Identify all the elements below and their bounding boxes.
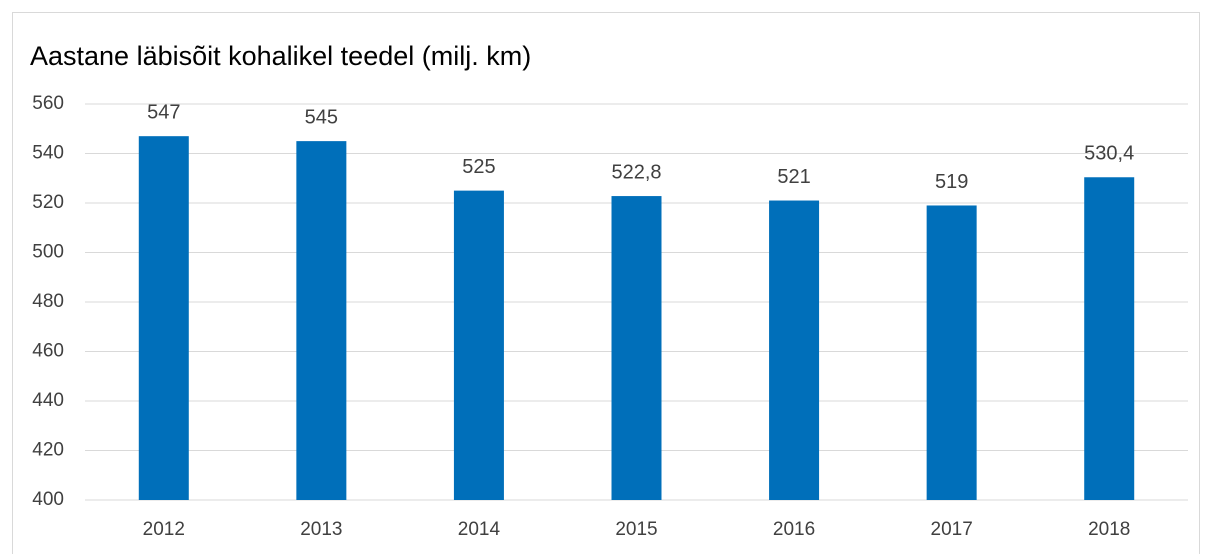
x-tick-label: 2016 bbox=[773, 519, 815, 540]
bar bbox=[611, 196, 662, 500]
data-label: 547 bbox=[147, 101, 180, 123]
data-label: 519 bbox=[935, 171, 968, 193]
y-tick-label: 480 bbox=[32, 291, 64, 312]
y-tick-label: 560 bbox=[32, 93, 64, 114]
y-tick-label: 500 bbox=[32, 242, 64, 263]
y-tick-label: 520 bbox=[32, 192, 64, 213]
y-tick-label: 420 bbox=[32, 440, 64, 461]
bar bbox=[138, 136, 189, 501]
x-tick-label: 2015 bbox=[615, 519, 657, 540]
x-tick-label: 2012 bbox=[143, 519, 185, 540]
x-tick-label: 2018 bbox=[1088, 519, 1130, 540]
y-tick-label: 540 bbox=[32, 143, 64, 164]
bar bbox=[769, 200, 820, 500]
bar bbox=[453, 190, 504, 500]
data-label: 521 bbox=[777, 166, 810, 188]
data-label: 530,4 bbox=[1084, 143, 1134, 165]
bar bbox=[926, 205, 977, 500]
x-tick-label: 2014 bbox=[458, 519, 501, 540]
y-tick-label: 400 bbox=[32, 489, 64, 510]
data-label: 522,8 bbox=[611, 161, 661, 183]
x-tick-label: 2013 bbox=[300, 519, 342, 540]
chart-title: Aastane läbisõit kohalikel teedel (milj.… bbox=[30, 41, 531, 71]
data-label: 525 bbox=[462, 156, 495, 178]
chart-border bbox=[12, 12, 1200, 554]
data-label: 545 bbox=[305, 106, 338, 128]
y-tick-label: 460 bbox=[32, 341, 64, 362]
bar bbox=[1084, 177, 1135, 500]
bar bbox=[296, 141, 347, 500]
x-tick-label: 2017 bbox=[931, 519, 973, 540]
y-tick-label: 440 bbox=[32, 390, 64, 411]
